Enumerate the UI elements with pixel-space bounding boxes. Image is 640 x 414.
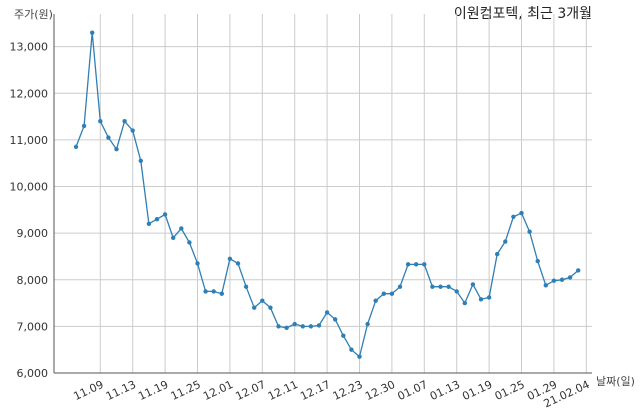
data-point [454, 289, 459, 294]
x-tick-label: 01.07 [396, 378, 430, 403]
x-tick-label: 01.13 [428, 378, 462, 403]
data-point [138, 158, 143, 164]
x-axis-label: 날짜(일) [596, 374, 635, 388]
data-point [90, 30, 95, 35]
data-point [122, 119, 127, 124]
data-point [171, 235, 176, 240]
data-point [438, 284, 443, 289]
data-point [268, 305, 273, 310]
data-point [495, 251, 500, 257]
data-point [195, 261, 200, 266]
data-point [284, 325, 289, 330]
data-point [162, 212, 168, 217]
x-tick-label: 12.07 [234, 378, 268, 403]
data-point [397, 284, 403, 289]
data-point [576, 268, 581, 273]
data-point [503, 239, 508, 244]
data-point [430, 284, 435, 289]
data-point [462, 300, 467, 306]
data-point [349, 347, 354, 352]
data-point [154, 216, 160, 222]
data-point [551, 278, 557, 283]
data-point [130, 128, 135, 133]
data-point [187, 240, 192, 245]
data-point [422, 262, 427, 267]
data-point [179, 226, 184, 231]
data-point [243, 284, 249, 289]
price-series [73, 30, 581, 359]
y-tick-label: 10,000 [10, 181, 49, 194]
data-point [81, 123, 87, 129]
x-tick-label: 11.09 [72, 378, 106, 403]
x-tick-label: 11.13 [104, 378, 138, 403]
data-point [98, 119, 103, 124]
y-tick-label: 11,000 [10, 134, 49, 147]
data-point [567, 275, 573, 280]
x-tick-label: 12.23 [331, 378, 365, 403]
x-tick-label: 12.30 [363, 378, 397, 403]
data-point [106, 135, 111, 140]
data-point [235, 261, 241, 266]
data-point [203, 289, 208, 294]
y-tick-label: 6,000 [17, 367, 49, 380]
x-tick-label: 12.17 [298, 378, 332, 403]
y-axis-label: 주가(원) [14, 8, 53, 21]
data-point [486, 295, 492, 300]
data-point [324, 310, 330, 315]
data-point [316, 323, 322, 328]
x-tick-label: 12.11 [266, 378, 300, 403]
data-point [252, 305, 257, 310]
x-tick-label: 12.01 [201, 378, 235, 403]
data-point [227, 256, 233, 261]
grid-lines [54, 14, 592, 374]
data-point [389, 291, 395, 296]
data-point [519, 210, 524, 216]
data-point [543, 283, 548, 288]
y-tick-label: 12,000 [10, 87, 49, 100]
y-tick-label: 8,000 [17, 274, 49, 287]
data-point [414, 262, 419, 267]
x-tick-labels: 11.0911.1311.1911.2512.0112.0712.1112.17… [72, 378, 592, 410]
y-tick-labels: 6,000 7,000 8,000 9,000 10,000 11,000 12,000 13… [10, 41, 49, 380]
data-point [292, 321, 297, 327]
data-point [535, 258, 540, 264]
data-point [478, 297, 484, 302]
chart-title: 이원컴포텍, 최근 3개월 [454, 6, 592, 22]
data-point [308, 324, 314, 329]
data-point [527, 229, 532, 234]
data-point [341, 333, 346, 338]
data-point [446, 284, 451, 289]
data-point [333, 317, 338, 322]
data-point [365, 321, 370, 327]
y-tick-label: 9,000 [17, 227, 49, 240]
data-point [260, 298, 265, 303]
x-tick-label: 11.25 [169, 378, 203, 403]
data-point [211, 289, 216, 294]
data-point [373, 298, 378, 303]
data-point [114, 147, 119, 152]
x-tick-label: 11.19 [136, 378, 170, 403]
y-tick-label: 7,000 [17, 320, 49, 333]
data-point [73, 144, 79, 150]
data-point [276, 324, 281, 329]
data-point [559, 277, 565, 282]
data-point [470, 282, 476, 287]
data-point [405, 262, 411, 267]
data-point [300, 324, 305, 329]
data-point [381, 291, 386, 296]
data-point [511, 214, 516, 220]
x-tick-label: 01.25 [493, 378, 527, 403]
y-tick-label: 13,000 [10, 41, 49, 54]
data-point [146, 221, 152, 227]
data-point [219, 291, 224, 296]
data-point [357, 354, 362, 359]
x-tick-label: 01.19 [460, 378, 494, 403]
